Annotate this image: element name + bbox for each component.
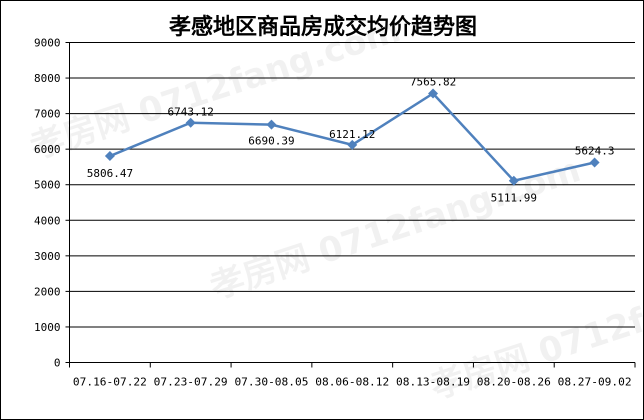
data-point — [347, 139, 358, 150]
x-tick-label: 08.06-08.12 — [315, 376, 389, 389]
data-point — [266, 119, 277, 130]
y-tick-label: 5000 — [34, 179, 61, 192]
chart-title: 孝感地区商品房成交均价趋势图 — [168, 14, 477, 40]
y-tick-label: 8000 — [34, 72, 61, 85]
x-tick-label: 08.13-08.19 — [396, 376, 470, 389]
y-tick-label: 0 — [54, 357, 61, 370]
x-tick-label: 08.27-09.02 — [558, 376, 632, 389]
data-point — [185, 117, 196, 128]
data-label: 5806.47 — [87, 167, 133, 180]
data-point — [104, 151, 115, 162]
data-label: 7565.82 — [410, 75, 456, 88]
x-tick-label: 07.16-07.22 — [73, 376, 147, 389]
data-point — [508, 175, 519, 186]
data-label: 6743.12 — [167, 106, 213, 119]
x-tick-label: 08.20-08.26 — [477, 376, 551, 389]
y-tick-label: 1000 — [34, 321, 61, 334]
y-tick-label: 3000 — [34, 250, 61, 263]
y-tick-label: 4000 — [34, 214, 61, 227]
data-label: 6121.12 — [329, 128, 375, 141]
data-label: 6690.39 — [248, 135, 294, 148]
y-tick-label: 6000 — [34, 143, 61, 156]
data-label: 5624.3 — [575, 145, 615, 158]
y-tick-label: 2000 — [34, 285, 61, 298]
y-tick-label: 7000 — [34, 108, 61, 121]
data-point — [428, 88, 439, 99]
x-tick-label: 07.23-07.29 — [154, 376, 228, 389]
y-tick-label: 9000 — [34, 37, 61, 50]
x-tick-label: 07.30-08.05 — [234, 376, 308, 389]
data-point — [589, 157, 600, 168]
data-label: 5111.99 — [491, 192, 537, 205]
